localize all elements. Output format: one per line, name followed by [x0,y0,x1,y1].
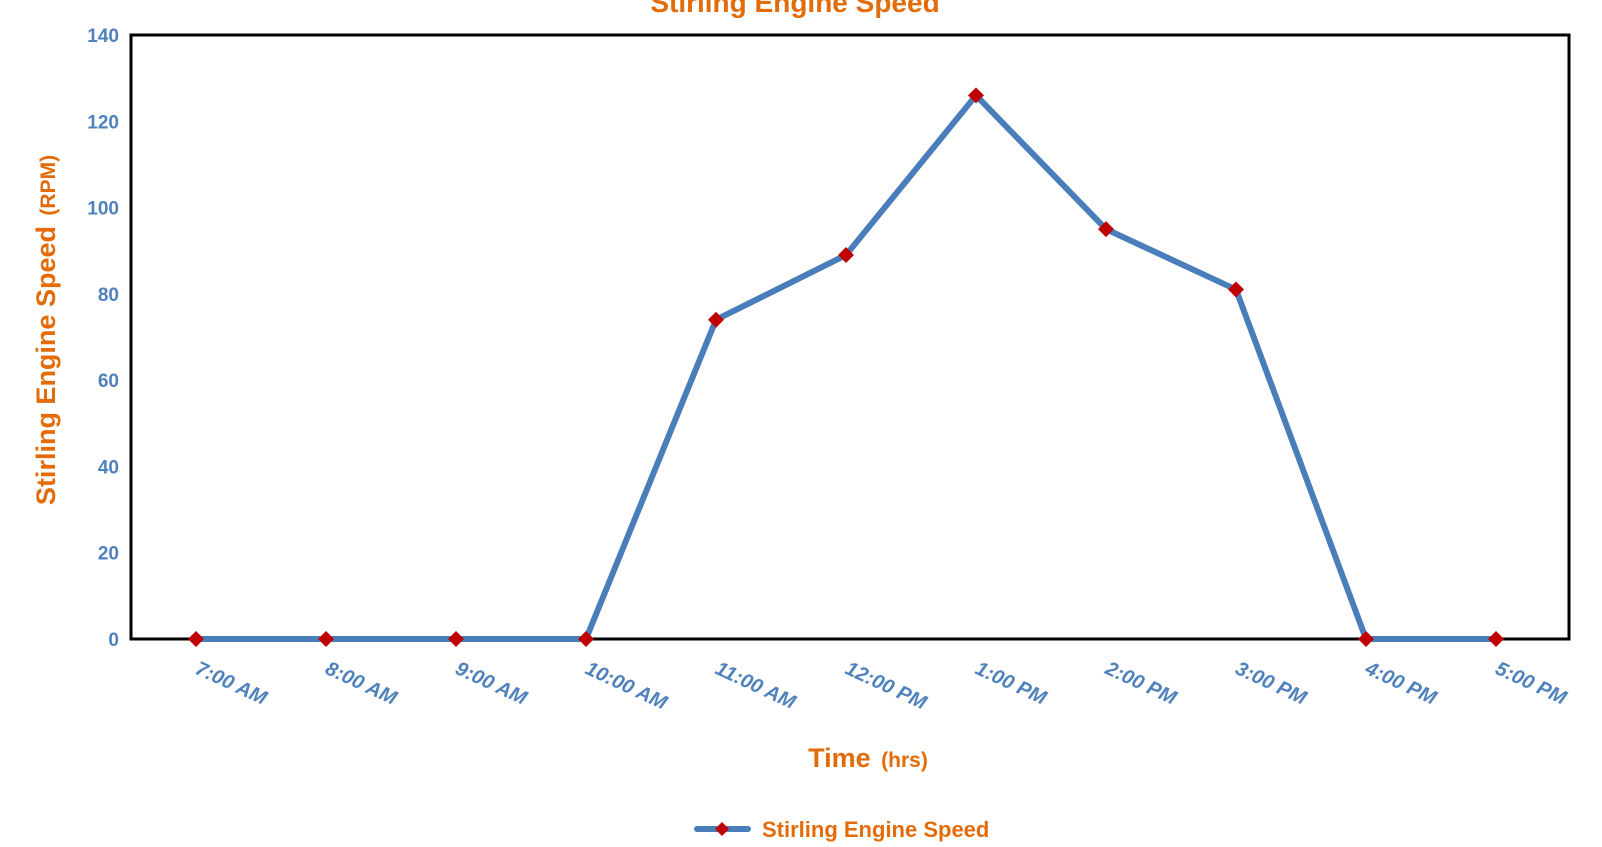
x-tick-label: 10:00 AM [582,658,671,715]
data-point-marker [1098,221,1114,238]
legend: Stirling Engine Speed [694,817,989,842]
x-tick-label: 8:00 AM [322,658,401,711]
x-tick-label: 1:00 PM [972,658,1051,710]
x-tick-label: 11:00 AM [712,658,800,715]
x-axis-label-main: Time [808,743,871,773]
data-point-marker [838,247,854,264]
x-tick-label: 9:00 AM [452,658,531,711]
data-point-marker [188,631,204,647]
data-point-marker [318,631,334,647]
x-axis-label-unit: (hrs) [881,749,928,772]
x-tick-label: 5:00 PM [1492,658,1571,710]
x-tick-label: 2:00 PM [1101,657,1181,710]
x-tick-labels: 7:00 AM 8:00 AM 9:00 AM 10:00 AM 11:00 AM 12:… [192,657,1571,715]
y-axis-label-main: Stirling Engine Speed [31,226,61,505]
data-point-marker [968,87,984,104]
y-tick-label: 140 [87,26,119,47]
x-tick-label: 4:00 PM [1361,657,1441,710]
data-point-marker [1488,631,1504,647]
legend-marker-diamond [715,822,729,836]
data-point-marker [708,311,724,328]
y-tick-label: 120 [87,112,119,133]
plot-frame [129,33,1571,641]
legend-label: Stirling Engine Speed [762,817,989,842]
y-tick-label: 60 [98,371,119,392]
x-tick-label: 3:00 PM [1232,658,1311,710]
y-axis-label-unit: (RPM) [37,155,60,216]
y-tick-label: 80 [98,285,119,306]
y-tick-label: 20 [98,544,119,565]
data-point-marker [448,631,464,647]
x-tick-label: 7:00 AM [192,658,271,711]
y-tick-labels: 0 20 40 60 80 100 120 140 [87,26,119,651]
x-axis-label: Time (hrs) [808,743,928,773]
y-tick-label: 40 [98,457,119,478]
series-group [188,87,1504,647]
data-point-marker [1358,631,1374,647]
x-tick-label: 12:00 PM [842,658,931,715]
data-point-marker [578,631,594,647]
series-line [193,92,1499,642]
y-tick-label: 0 [108,630,119,651]
chart-title: Stirling Engine Speed [650,0,939,18]
data-point-marker [1228,281,1244,298]
y-axis-label: Stirling Engine Speed (RPM) [31,155,61,505]
y-tick-label: 100 [87,199,119,220]
